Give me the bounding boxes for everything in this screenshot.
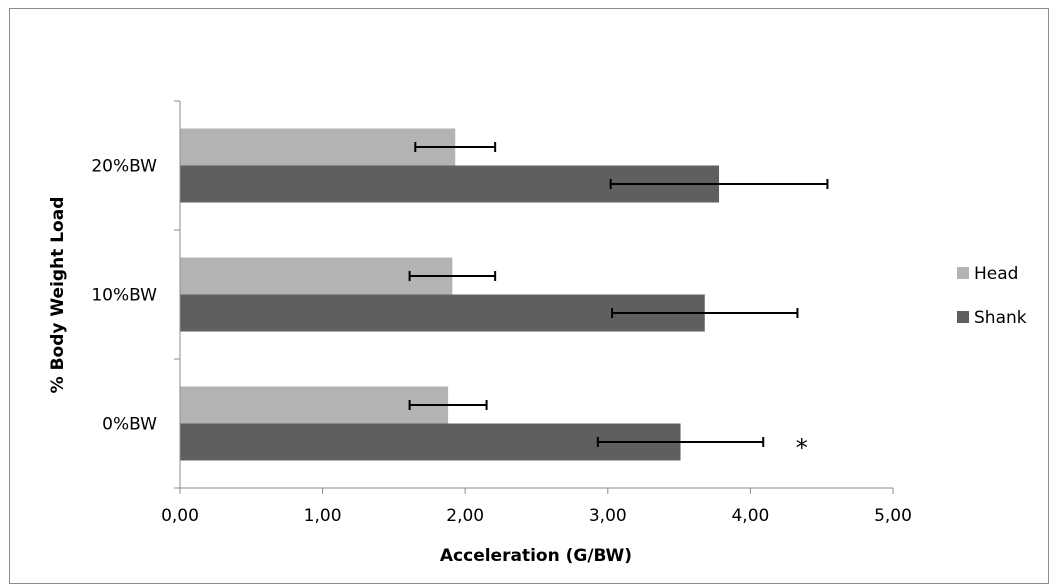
legend-label-head: Head	[974, 264, 1018, 284]
y-category-label: 20%BW	[91, 157, 157, 177]
bars-layer	[180, 128, 720, 461]
x-tick-label: 2,00	[446, 506, 484, 526]
annotations-layer: *	[796, 434, 808, 462]
labels-layer: 0,00 1,00 2,00 3,00 4,00 5,00 0%BW 10%BW 20%BW	[91, 157, 912, 527]
y-category-label: 0%BW	[102, 415, 157, 435]
legend-swatch-head	[957, 267, 969, 279]
ticks-layer	[174, 100, 894, 494]
x-tick-label: 5,00	[874, 506, 912, 526]
legend-swatch-shank	[957, 311, 969, 323]
x-tick-label: 1,00	[304, 506, 342, 526]
x-tick-label: 0,00	[161, 506, 199, 526]
error-bars-layer	[408, 142, 829, 447]
bar-head	[180, 386, 449, 424]
axes-layer	[179, 101, 893, 489]
significance-annotation: *	[796, 434, 808, 462]
bar-head	[180, 257, 453, 295]
x-tick-label: 4,00	[731, 506, 769, 526]
legend-label-shank: Shank	[974, 308, 1027, 328]
x-axis-title: Acceleration (G/BW)	[440, 546, 632, 566]
y-axis-title: % Body Weight Load	[48, 197, 68, 394]
y-category-label: 10%BW	[91, 286, 157, 306]
x-tick-label: 3,00	[589, 506, 627, 526]
bar-head	[180, 128, 456, 166]
legend: Head Shank	[957, 264, 1027, 328]
